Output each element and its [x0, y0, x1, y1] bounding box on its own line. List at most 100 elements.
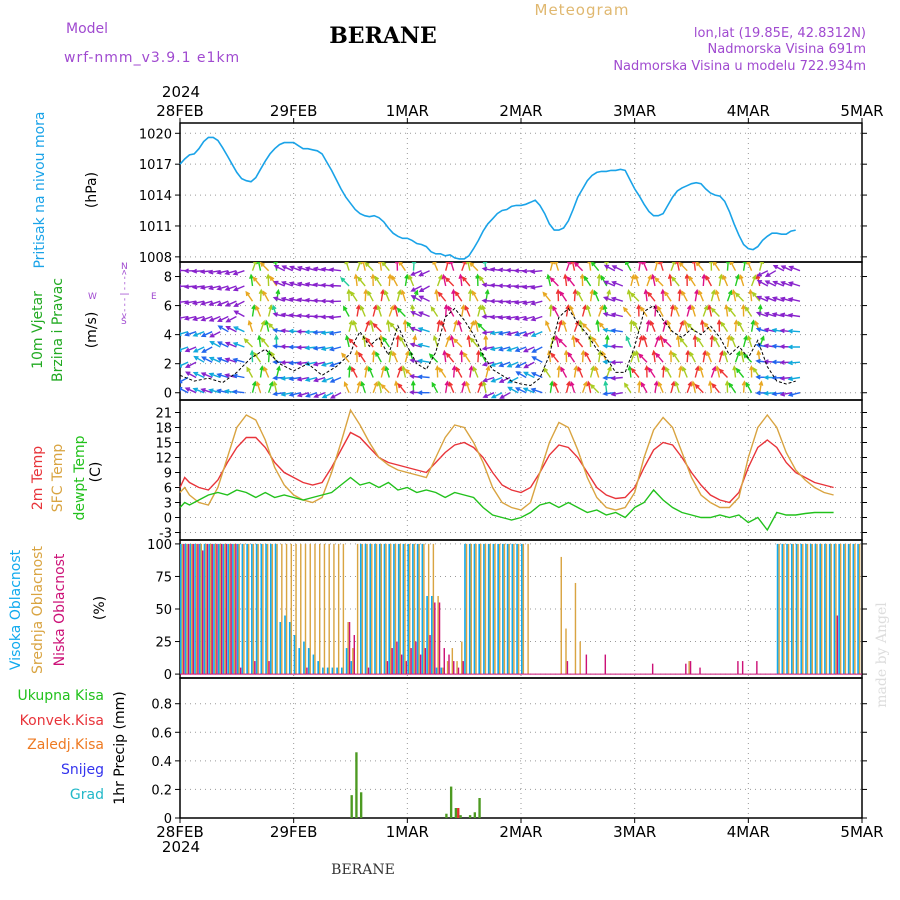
wind-arrow: [745, 381, 753, 394]
wind-arrow: [631, 367, 640, 378]
wind-arrow: [634, 274, 640, 287]
wind-arrow: [489, 346, 503, 352]
low-cloud-side-label: Niska Oblacnost: [52, 553, 68, 666]
low-cloud-bar: [424, 648, 427, 675]
wind-arrow: [530, 372, 543, 379]
wind-arrow: [513, 299, 527, 305]
wind-arrow: [497, 330, 511, 336]
wind-arrow: [550, 352, 559, 363]
wind-arrow: [708, 380, 713, 393]
wind-arrow: [207, 269, 221, 275]
low-cloud-bar: [202, 550, 204, 675]
y-tick-label: 0.4: [151, 755, 172, 770]
mid-cloud-bar: [560, 556, 562, 675]
wind-arrow: [548, 303, 554, 317]
temperature-line-dewpt: [179, 476, 834, 532]
wind-arrow: [253, 351, 262, 363]
wind-arrow: [523, 371, 535, 379]
mid-cloud-bar: [323, 543, 326, 675]
mid-cloud-bar: [281, 543, 283, 675]
wind-arrow: [216, 300, 229, 307]
wind-arrow: [251, 304, 257, 317]
mid-cloud-bar: [835, 543, 837, 675]
wind-arrow: [243, 338, 253, 348]
wind-arrow: [372, 322, 382, 333]
low-cloud-bar: [415, 641, 417, 675]
wind-arrow: [184, 361, 197, 368]
wind-arrow: [353, 273, 359, 287]
high-cloud-bar: [776, 543, 779, 675]
low-cloud-bar: [685, 663, 687, 675]
high-cloud-bar: [288, 622, 291, 675]
wind-arrow: [418, 285, 430, 293]
wind-arrow: [610, 344, 623, 349]
wind-arrow: [380, 365, 386, 378]
wind-arrow: [589, 365, 595, 378]
wind-arrow: [343, 305, 350, 317]
wind-arrow: [764, 296, 777, 302]
wind-arrow: [482, 392, 495, 398]
watermark: made by Angel: [874, 602, 890, 708]
mid-cloud-bar: [210, 543, 212, 675]
mid-cloud-bar: [214, 543, 217, 675]
mid-cloud-bar: [219, 543, 221, 675]
wind-arrow: [444, 276, 455, 287]
wind-arrow: [192, 331, 205, 337]
mid-cloud-bar: [191, 543, 193, 675]
wind-arrow: [224, 300, 237, 307]
wind-arrow: [272, 296, 285, 302]
wind-arrow: [216, 285, 229, 291]
wind-arrow: [444, 380, 450, 393]
wind-arrow: [388, 304, 395, 317]
wind-arrow: [606, 365, 612, 378]
y-tick-label: 0.2: [151, 783, 172, 798]
wind-arrow: [628, 319, 634, 332]
wind-arrow: [710, 307, 720, 317]
mid-cloud-bar: [792, 543, 795, 675]
wind-arrow: [763, 311, 777, 318]
wind-arrow: [356, 262, 363, 271]
mid-cloud-bar: [565, 628, 567, 675]
wind-arrow: [329, 376, 342, 383]
wind-arrow: [530, 331, 543, 337]
wind-arrow: [483, 334, 489, 348]
wind-arrow: [459, 349, 465, 363]
wind-arrow: [522, 387, 535, 394]
wind-arrow: [569, 304, 576, 317]
wind-arrow: [734, 292, 745, 302]
high-cloud-bar: [331, 667, 334, 675]
high-cloud-bar: [483, 543, 485, 675]
wind-arrow: [225, 326, 237, 333]
wind-arrow: [296, 376, 309, 382]
wind-arrow: [683, 319, 689, 332]
wind-unit-label: (m/s): [84, 312, 100, 349]
wind-arrow: [554, 334, 560, 348]
wind-arrow: [581, 304, 587, 317]
wind-arrow: [602, 391, 615, 397]
wind-arrow: [191, 284, 205, 290]
high-cloud-bar: [852, 543, 855, 675]
low-cloud-bar: [192, 543, 194, 675]
wind-arrow: [531, 346, 543, 353]
wind-arrow: [482, 376, 495, 383]
high-cloud-bar: [312, 654, 315, 675]
wind-arrow: [543, 366, 551, 378]
wind-arrow: [451, 364, 457, 378]
mid-cloud-bar: [787, 543, 790, 675]
wind-arrow: [662, 337, 672, 348]
wind-arrow: [788, 265, 801, 272]
wind-arrow: [653, 303, 659, 317]
y-tick-label: 9: [164, 467, 172, 482]
low-cloud-bar: [566, 661, 569, 675]
high-cloud-bar: [184, 543, 187, 675]
wind-arrow: [720, 321, 729, 333]
mid-cloud-bar: [380, 543, 382, 675]
wind-arrow: [772, 265, 785, 272]
mid-cloud-bar: [470, 543, 472, 675]
low-cloud-bar: [386, 661, 389, 675]
wind-arrow: [584, 351, 592, 363]
wind-arrow: [641, 262, 648, 271]
wind-arrow: [523, 361, 535, 369]
wind-arrow: [522, 315, 535, 321]
low-cloud-bar: [230, 543, 232, 675]
